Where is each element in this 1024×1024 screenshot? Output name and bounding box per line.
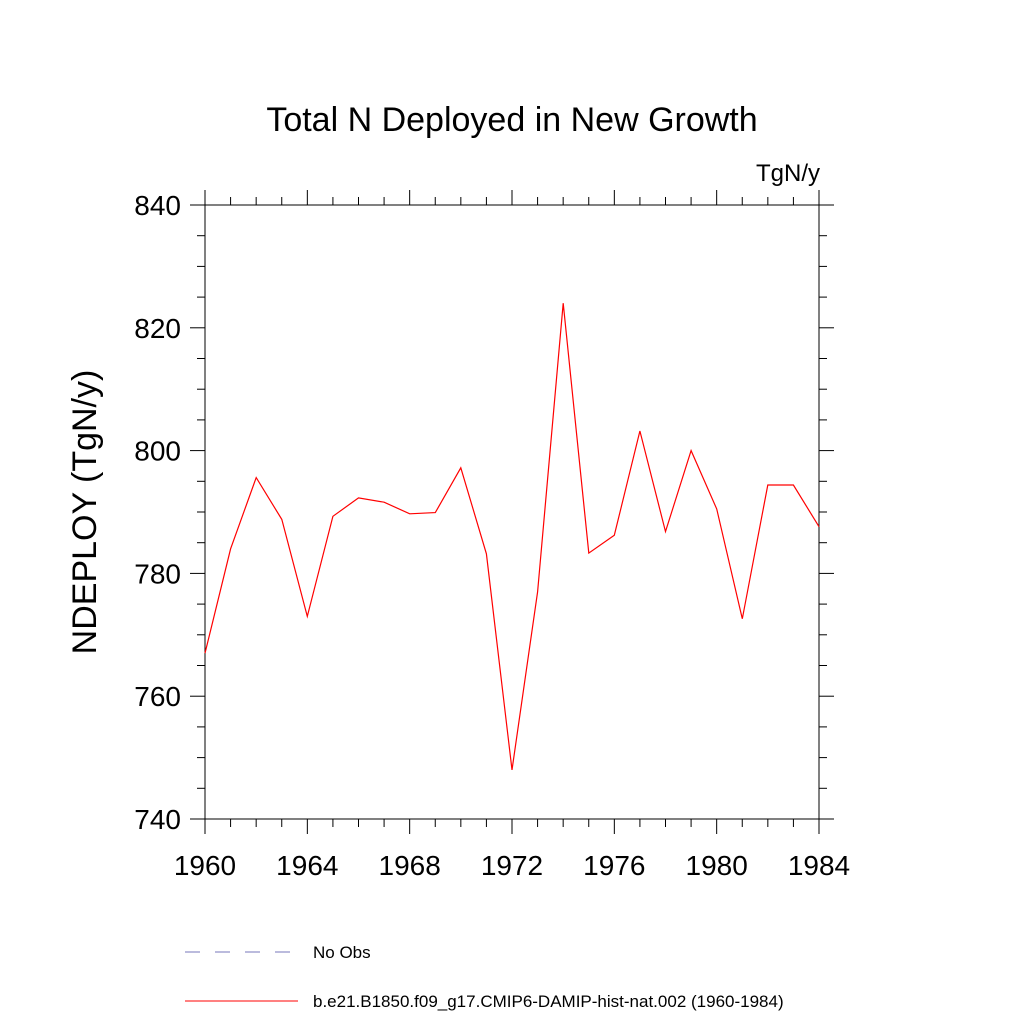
legend-label: b.e21.B1850.f09_g17.CMIP6-DAMIP-hist-nat… [313,992,784,1011]
x-tick-label: 1960 [174,850,236,881]
x-tick-label: 1984 [788,850,850,881]
x-tick-labels: 1960 1964 1968 1972 1976 1980 1984 [174,850,850,881]
y-axis-label: NDEPLOY (TgN/y) [66,370,104,655]
minor-ticks [197,197,827,827]
legend-label: No Obs [313,943,371,962]
series-layer [204,303,820,770]
y-tick-label: 840 [134,190,181,221]
chart-title: Total N Deployed in New Growth [266,101,757,139]
x-tick-label: 1972 [481,850,543,881]
y-tick-labels: 740 760 780 800 820 840 [134,190,181,835]
x-tick-label: 1976 [583,850,645,881]
y-tick-label: 780 [134,558,181,589]
y-tick-label: 820 [134,313,181,344]
x-tick-label: 1964 [276,850,338,881]
legend: No Obs b.e21.B1850.f09_g17.CMIP6-DAMIP-hi… [185,943,784,1011]
y-tick-label: 800 [134,436,181,467]
y-tick-label: 760 [134,681,181,712]
series-line [204,303,820,770]
major-ticks [190,190,834,834]
plot-frame [204,204,820,820]
x-tick-label: 1968 [379,850,441,881]
x-tick-label: 1980 [686,850,748,881]
y-tick-label: 740 [134,804,181,835]
units-label: TgN/y [756,160,820,187]
